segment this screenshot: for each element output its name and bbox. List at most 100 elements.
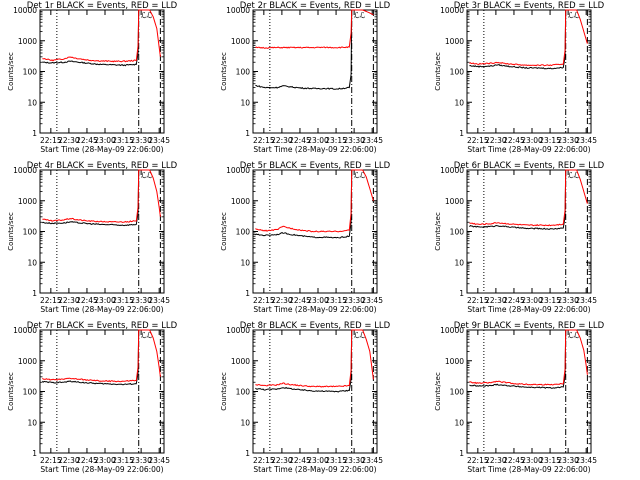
y-tick-label: 1 (245, 449, 250, 458)
x-tick-label: 23:30 (557, 136, 579, 145)
x-axis-label: Start Time (28-May-09 22:06:00) (467, 465, 590, 474)
x-tick-label: 22:45 (76, 456, 98, 465)
y-axis-label: Counts/sec (220, 372, 228, 411)
y-tick-label: 10000 (226, 166, 250, 175)
x-tick-label: 23:45 (148, 456, 170, 465)
x-tick-label: 23:00 (94, 296, 116, 305)
x-tick-label: 23:30 (343, 296, 365, 305)
x-axis-label: Start Time (28-May-09 22:06:00) (467, 145, 590, 154)
y-tick-label: 100 (236, 68, 251, 77)
x-tick-label: 23:15 (112, 136, 134, 145)
y-tick-label: 1000 (18, 357, 37, 366)
x-tick-label: 22:30 (271, 136, 293, 145)
series-lld (255, 329, 374, 388)
y-tick-label: 10 (27, 258, 37, 267)
x-tick-label: 22:15 (467, 456, 489, 465)
panel-title: Det 5r BLACK = Events, RED = LLD (240, 161, 391, 171)
y-tick-label: 10000 (226, 326, 250, 335)
y-tick-label: 1000 (445, 37, 464, 46)
panel-title: Det 4r BLACK = Events, RED = LLD (27, 161, 178, 171)
x-tick-label: 22:45 (289, 136, 311, 145)
y-tick-label: 100 (236, 388, 251, 397)
y-tick-label: 10 (454, 98, 464, 107)
marker-label: ℒℒ (568, 331, 580, 340)
panel-title: Det 9r BLACK = Events, RED = LLD (454, 321, 605, 331)
x-tick-label: 22:45 (76, 296, 98, 305)
x-tick-label: 23:00 (307, 136, 329, 145)
y-tick-label: 10000 (440, 6, 464, 15)
x-tick-label: 23:00 (521, 456, 543, 465)
y-tick-label: 100 (450, 388, 465, 397)
x-tick-label: 22:30 (485, 136, 507, 145)
y-tick-label: 10 (454, 258, 464, 267)
x-tick-label: 23:30 (130, 296, 152, 305)
series-events (42, 329, 140, 386)
x-tick-label: 23:00 (307, 456, 329, 465)
x-tick-label: 23:00 (94, 456, 116, 465)
y-tick-label: 100 (450, 68, 465, 77)
x-axis-label: Start Time (28-May-09 22:06:00) (253, 305, 376, 314)
x-tick-label: 23:15 (325, 296, 347, 305)
x-tick-label: 22:30 (485, 456, 507, 465)
marker-label: ℒℒ (568, 171, 580, 180)
y-axis-label: Counts/sec (434, 212, 442, 251)
x-axis-label: Start Time (28-May-09 22:06:00) (40, 145, 163, 154)
x-tick-label: 23:15 (325, 136, 347, 145)
y-tick-label: 10 (27, 418, 37, 427)
y-tick-label: 1000 (231, 357, 250, 366)
x-tick-label: 23:00 (94, 136, 116, 145)
detector-panel-2: Det 2r BLACK = Events, RED = LLD 1 10 100 10… (220, 1, 391, 154)
y-axis-label: Counts/sec (7, 212, 15, 251)
x-tick-label: 22:15 (253, 136, 275, 145)
series-lld (42, 9, 161, 63)
series-events (469, 169, 567, 230)
y-tick-label: 10000 (226, 6, 250, 15)
x-tick-label: 23:00 (521, 136, 543, 145)
series-lld (255, 169, 374, 233)
panel-title: Det 6r BLACK = Events, RED = LLD (454, 161, 605, 171)
y-tick-label: 1 (245, 129, 250, 138)
y-tick-label: 10 (27, 98, 37, 107)
x-tick-label: 22:45 (289, 296, 311, 305)
x-tick-label: 22:15 (40, 136, 62, 145)
y-tick-label: 10 (240, 258, 250, 267)
series-events (255, 169, 353, 239)
y-tick-label: 10000 (13, 166, 37, 175)
x-tick-label: 23:00 (307, 296, 329, 305)
plot-frame (39, 9, 165, 134)
detector-panel-6: Det 6r BLACK = Events, RED = LLD 1 10 100 10… (434, 161, 605, 314)
detector-panel-1: Det 1r BLACK = Events, RED = LLD 1 10 100 10… (7, 1, 178, 154)
x-tick-label: 22:30 (58, 296, 80, 305)
x-tick-label: 23:45 (148, 136, 170, 145)
x-tick-label: 23:15 (112, 296, 134, 305)
y-tick-label: 10 (240, 98, 250, 107)
x-tick-label: 22:15 (253, 456, 275, 465)
panel-title: Det 1r BLACK = Events, RED = LLD (27, 1, 178, 11)
y-tick-label: 100 (23, 228, 38, 237)
x-tick-label: 22:15 (467, 136, 489, 145)
y-tick-label: 1000 (18, 197, 37, 206)
x-tick-label: 23:45 (361, 456, 383, 465)
x-axis-label: Start Time (28-May-09 22:06:00) (40, 305, 163, 314)
x-tick-label: 22:15 (253, 296, 275, 305)
x-axis-label: Start Time (28-May-09 22:06:00) (467, 305, 590, 314)
detector-panel-4: Det 4r BLACK = Events, RED = LLD 1 10 100 10… (7, 161, 178, 314)
y-axis-label: Counts/sec (7, 372, 15, 411)
y-axis-label: Counts/sec (220, 212, 228, 251)
y-axis-label: Counts/sec (434, 372, 442, 411)
marker-label: ℒℒ (141, 171, 153, 180)
y-tick-label: 1000 (445, 197, 464, 206)
x-tick-label: 22:15 (40, 296, 62, 305)
series-events (469, 329, 567, 389)
x-tick-label: 23:00 (521, 296, 543, 305)
plot-frame (252, 9, 378, 134)
y-tick-label: 10 (240, 418, 250, 427)
y-tick-label: 1000 (445, 357, 464, 366)
x-tick-label: 22:30 (271, 296, 293, 305)
x-tick-label: 23:45 (575, 456, 597, 465)
y-tick-label: 1000 (18, 37, 37, 46)
marker-label: ℒℒ (354, 11, 366, 20)
y-tick-label: 10000 (440, 166, 464, 175)
x-axis-label: Start Time (28-May-09 22:06:00) (253, 145, 376, 154)
